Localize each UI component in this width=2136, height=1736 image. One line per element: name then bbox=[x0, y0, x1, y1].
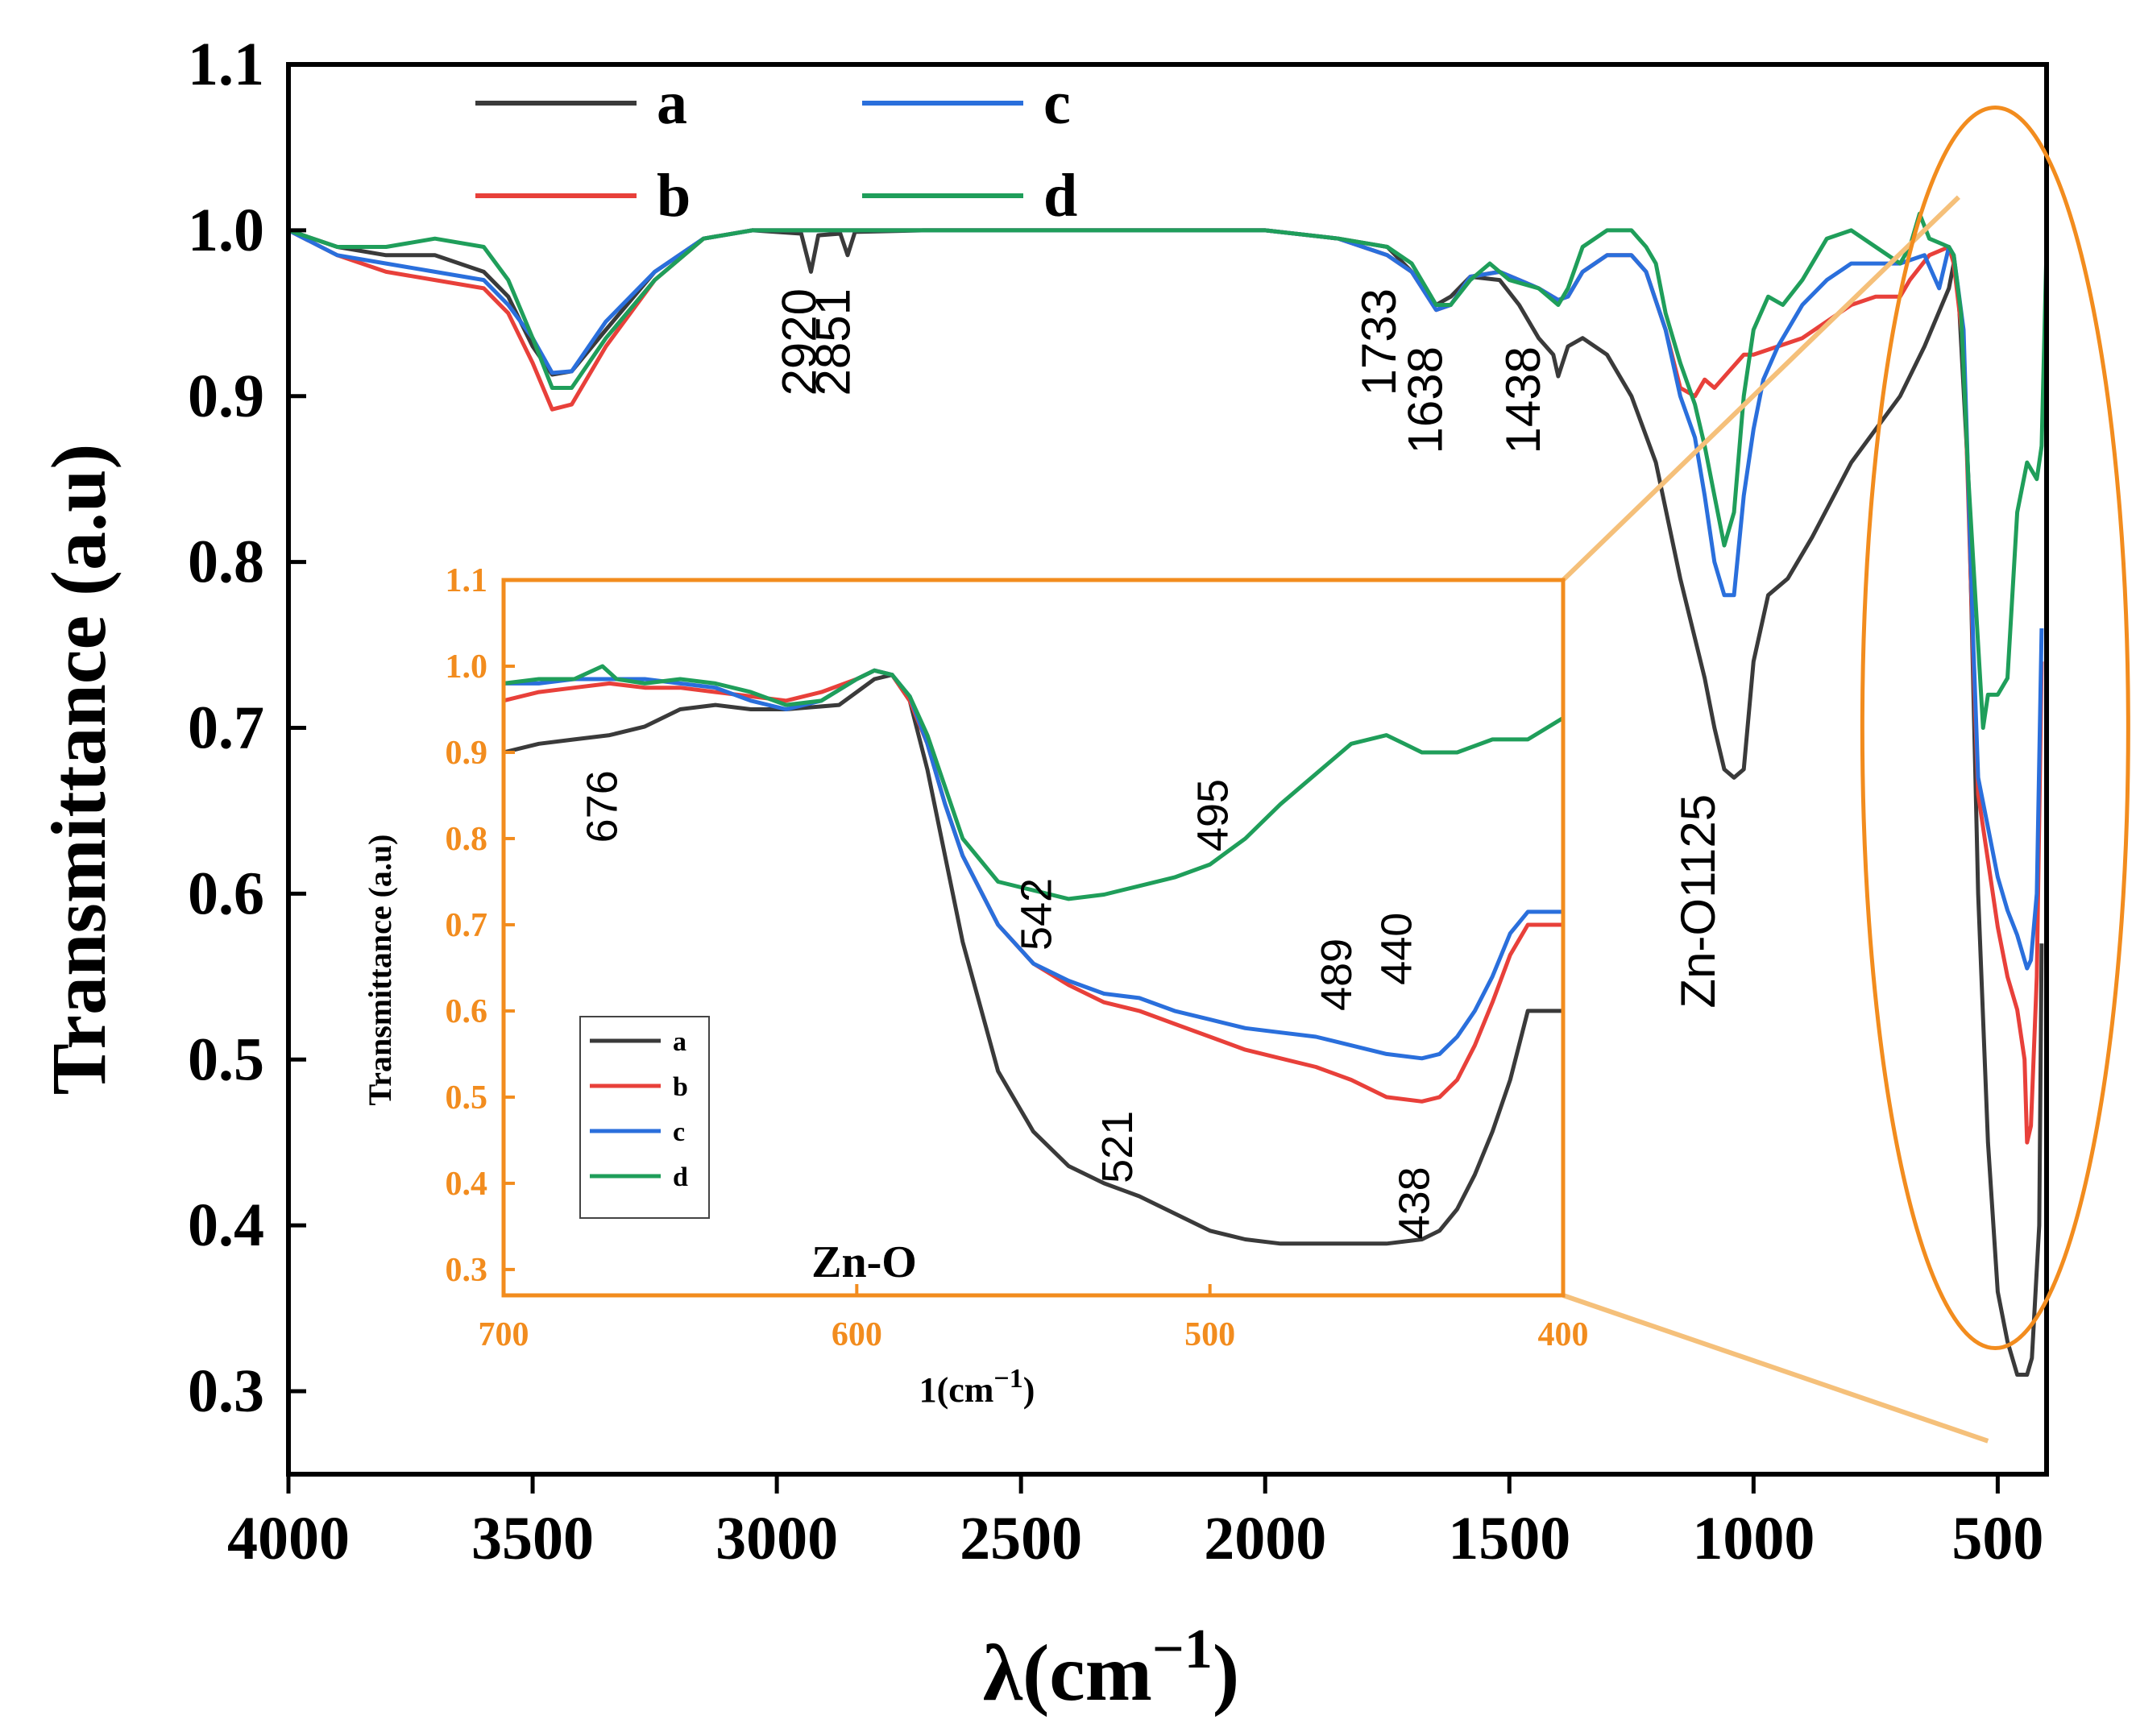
inset-x-tick-label: 500 bbox=[1184, 1316, 1235, 1353]
x-tick-label: 1000 bbox=[1692, 1505, 1815, 1572]
zoom-connector-bottom bbox=[1562, 1293, 1989, 1444]
inset-legend-label-a: a bbox=[673, 1027, 686, 1057]
legend-label-c: c bbox=[1043, 69, 1071, 137]
y-tick-label: 0.9 bbox=[188, 363, 264, 430]
x-tick-label: 2500 bbox=[960, 1505, 1082, 1572]
x-axis-unit-close: ) bbox=[1213, 1628, 1239, 1717]
inset-x-axis-exponent: −1 bbox=[993, 1364, 1022, 1394]
inset-y-tick-label: 1.0 bbox=[446, 648, 488, 686]
inset-legend-box bbox=[579, 1016, 710, 1219]
inset-legend-label-b: b bbox=[673, 1072, 688, 1102]
x-tick-label: 3000 bbox=[715, 1505, 838, 1572]
main-chart: 1.1 1.0 0.9 0.8 0.7 0.6 0.5 0.4 0.3 4000 3500 3000 2… bbox=[35, 31, 2049, 1717]
main-plot-frame bbox=[286, 62, 2049, 1477]
y-tick-label: 0.6 bbox=[188, 860, 264, 927]
y-tick-label: 0.8 bbox=[188, 528, 264, 596]
x-axis-label: λ(cm−1) bbox=[983, 1618, 1239, 1717]
inset-y-tick-label: 0.4 bbox=[446, 1166, 488, 1203]
y-tick-label: 0.7 bbox=[188, 694, 264, 762]
x-axis-unit: (cm bbox=[1022, 1628, 1152, 1717]
inset-peak-annotation: 489 bbox=[1313, 938, 1361, 1011]
legend-label-b: b bbox=[657, 162, 691, 230]
series-line-c bbox=[287, 228, 2044, 971]
inset-x-axis-label: 1(cm−1) bbox=[919, 1364, 1035, 1410]
inset-series-line-d bbox=[503, 664, 1565, 901]
inset-x-axis-text: 1(cm bbox=[919, 1370, 994, 1410]
inset-plot-frame bbox=[501, 578, 1566, 1298]
inset-peak-annotation: 521 bbox=[1093, 1111, 1142, 1183]
inset-legend-label-c: c bbox=[673, 1117, 685, 1147]
x-axis-unit-exponent: −1 bbox=[1152, 1618, 1213, 1680]
x-axis-symbol: λ bbox=[983, 1628, 1023, 1717]
inset-peak-annotation: 542 bbox=[1012, 878, 1060, 951]
inset-y-tick-label: 0.7 bbox=[446, 907, 488, 944]
inset-peak-annotation: 676 bbox=[578, 770, 626, 843]
inset-x-tick-label: 700 bbox=[479, 1316, 529, 1353]
legend-label-a: a bbox=[657, 69, 687, 137]
peak-annotation: 2920 bbox=[773, 288, 827, 396]
inset-y-tick-label: 0.8 bbox=[446, 821, 488, 858]
y-tick-label: 1.0 bbox=[188, 197, 264, 264]
x-tick-label: 3500 bbox=[471, 1505, 594, 1572]
inset-zno-label: Zn-O bbox=[811, 1237, 917, 1287]
inset-y-axis-label: Transmittance (a.u) bbox=[362, 835, 398, 1106]
x-tick-label: 1500 bbox=[1448, 1505, 1570, 1572]
inset-legend-label-d: d bbox=[673, 1162, 688, 1192]
y-tick-label: 1.1 bbox=[188, 31, 264, 98]
peak-annotation: Zn-O1125 bbox=[1671, 794, 1725, 1009]
inset-chart: 1.1 1.0 0.9 0.8 0.7 0.6 0.5 0.4 0.3 700 600 500 400 T… bbox=[362, 106, 2130, 1444]
peak-annotation: 2851 bbox=[806, 288, 860, 396]
series-line-d bbox=[288, 211, 2049, 730]
inset-x-tick-label: 600 bbox=[832, 1316, 882, 1353]
inset-peak-annotation: 440 bbox=[1373, 913, 1421, 985]
inset-y-tick-label: 0.9 bbox=[446, 735, 488, 772]
y-axis-label: Transmittance (a.u) bbox=[35, 444, 122, 1096]
inset-peak-annotation: 495 bbox=[1189, 779, 1238, 851]
inset-series-line-a bbox=[503, 673, 1563, 1246]
x-tick-label: 500 bbox=[1951, 1505, 2043, 1572]
legend-label-d: d bbox=[1043, 162, 1077, 230]
y-tick-label: 0.3 bbox=[188, 1357, 264, 1425]
inset-series-line-c bbox=[504, 668, 1563, 1061]
peak-annotation: 1638 bbox=[1399, 346, 1453, 454]
peak-annotation: 1733 bbox=[1352, 288, 1406, 396]
x-tick-label: 2000 bbox=[1204, 1505, 1326, 1572]
peak-annotation: 1438 bbox=[1496, 346, 1550, 454]
y-tick-label: 0.5 bbox=[188, 1025, 264, 1093]
inset-x-tick-label: 400 bbox=[1538, 1316, 1589, 1353]
x-tick-label: 4000 bbox=[227, 1505, 350, 1572]
zoom-ellipse bbox=[1860, 106, 2130, 1351]
inset-y-tick-label: 0.6 bbox=[446, 993, 488, 1030]
zoom-connector-top bbox=[1561, 195, 1960, 582]
inset-y-tick-label: 1.1 bbox=[446, 562, 488, 599]
y-tick-label: 0.4 bbox=[188, 1191, 264, 1259]
inset-y-tick-label: 0.3 bbox=[446, 1252, 488, 1289]
inset-y-tick-label: 0.5 bbox=[446, 1079, 488, 1117]
inset-peak-annotation: 438 bbox=[1390, 1166, 1438, 1239]
inset-x-axis-close: ) bbox=[1023, 1370, 1035, 1410]
